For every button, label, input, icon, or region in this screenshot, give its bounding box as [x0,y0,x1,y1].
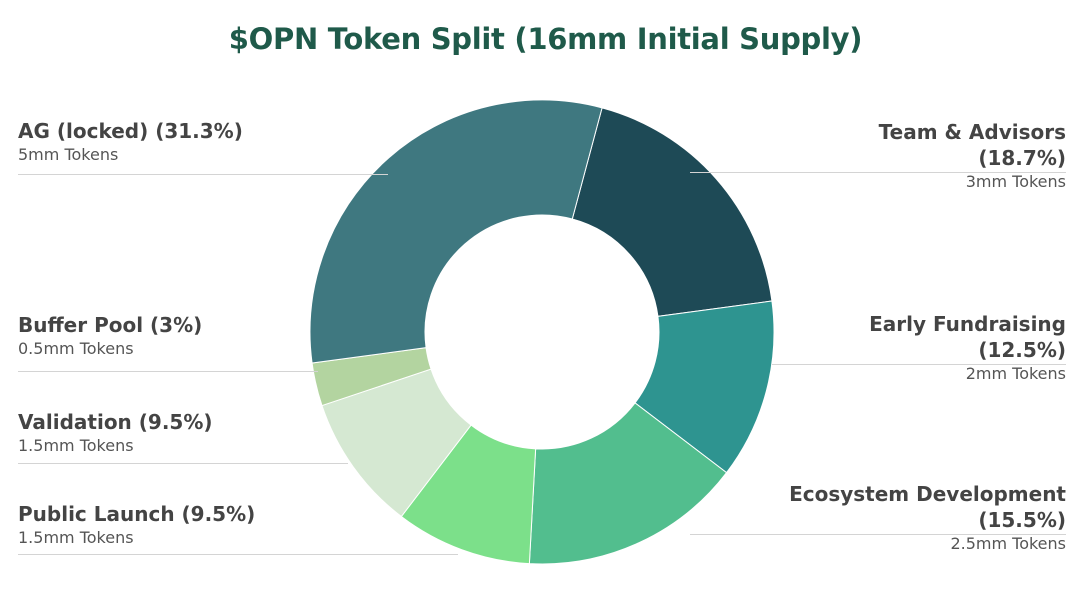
leader-line-public [18,554,458,555]
chart-title: $OPN Token Split (16mm Initial Supply) [228,22,863,56]
leader-line-ag [18,174,388,175]
label-buffer-name: Buffer Pool (3%) [18,313,203,337]
label-validation-tokens: 1.5mm Tokens [18,436,134,455]
label-team-name: Team & Advisors [878,120,1066,144]
label-early-name: Early Fundraising [869,312,1066,336]
label-team-tokens: 3mm Tokens [965,172,1066,191]
leader-line-early [772,364,1066,365]
label-early: Early Fundraising (12.5%) 2mm Tokens [766,311,1066,384]
slice-team [571,107,773,317]
label-public-tokens: 1.5mm Tokens [18,528,134,547]
leader-line-validation [18,463,348,464]
leader-line-buffer [18,371,318,372]
label-validation-name: Validation (9.5%) [18,410,213,434]
label-eco-tokens: 2.5mm Tokens [950,534,1066,553]
slice-eco [528,402,728,565]
label-early-tokens: 2mm Tokens [965,364,1066,383]
label-validation: Validation (9.5%) 1.5mm Tokens [18,409,318,456]
leader-line-team [690,172,1066,173]
label-public-name: Public Launch (9.5%) [18,502,256,526]
label-ag-tokens: 5mm Tokens [18,145,119,164]
label-public: Public Launch (9.5%) 1.5mm Tokens [18,501,318,548]
label-buffer-tokens: 0.5mm Tokens [18,339,134,358]
label-ag: AG (locked) (31.3%) 5mm Tokens [18,118,318,165]
label-eco-name: Ecosystem Development [789,482,1066,506]
label-early-pct: (12.5%) [978,338,1066,362]
label-team: Team & Advisors (18.7%) 3mm Tokens [766,119,1066,192]
label-ag-name: AG (locked) (31.3%) [18,119,243,143]
label-eco: Ecosystem Development (15.5%) 2.5mm Toke… [766,481,1066,554]
label-eco-pct: (15.5%) [978,508,1066,532]
label-buffer: Buffer Pool (3%) 0.5mm Tokens [18,312,318,359]
slice-ag [309,99,603,364]
label-team-pct: (18.7%) [978,146,1066,170]
leader-line-eco [690,534,1066,535]
